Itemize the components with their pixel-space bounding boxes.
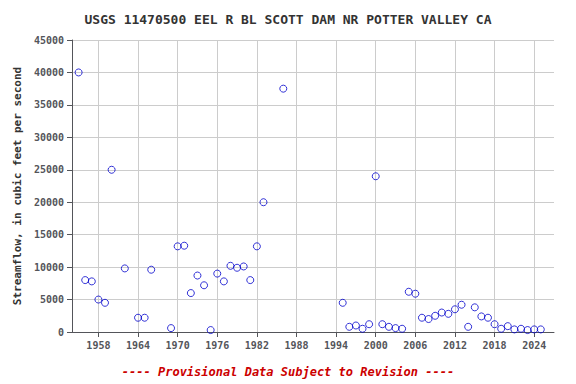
svg-text:25000: 25000 bbox=[34, 164, 64, 175]
svg-text:2006: 2006 bbox=[403, 340, 427, 351]
svg-text:1988: 1988 bbox=[284, 340, 308, 351]
svg-text:1976: 1976 bbox=[205, 340, 229, 351]
svg-text:35000: 35000 bbox=[34, 99, 64, 110]
svg-text:15000: 15000 bbox=[34, 229, 64, 240]
svg-text:40000: 40000 bbox=[34, 67, 64, 78]
svg-text:1970: 1970 bbox=[166, 340, 190, 351]
svg-text:10000: 10000 bbox=[34, 262, 64, 273]
svg-text:5000: 5000 bbox=[40, 294, 64, 305]
svg-text:0: 0 bbox=[58, 327, 64, 338]
svg-text:2018: 2018 bbox=[483, 340, 507, 351]
svg-text:1982: 1982 bbox=[245, 340, 269, 351]
svg-text:USGS 11470500 EEL R BL SCOTT D: USGS 11470500 EEL R BL SCOTT DAM NR POTT… bbox=[85, 12, 492, 27]
svg-text:45000: 45000 bbox=[34, 35, 64, 46]
svg-text:2000: 2000 bbox=[364, 340, 388, 351]
svg-text:---- Provisional Data Subject: ---- Provisional Data Subject to Revisio… bbox=[122, 365, 454, 379]
svg-text:Streamflow, in cubic feet per: Streamflow, in cubic feet per second bbox=[11, 67, 24, 305]
svg-text:2012: 2012 bbox=[443, 340, 467, 351]
svg-text:1964: 1964 bbox=[126, 340, 150, 351]
svg-text:20000: 20000 bbox=[34, 197, 64, 208]
svg-text:30000: 30000 bbox=[34, 132, 64, 143]
svg-text:1958: 1958 bbox=[86, 340, 110, 351]
svg-text:1994: 1994 bbox=[324, 340, 348, 351]
svg-text:2024: 2024 bbox=[522, 340, 546, 351]
